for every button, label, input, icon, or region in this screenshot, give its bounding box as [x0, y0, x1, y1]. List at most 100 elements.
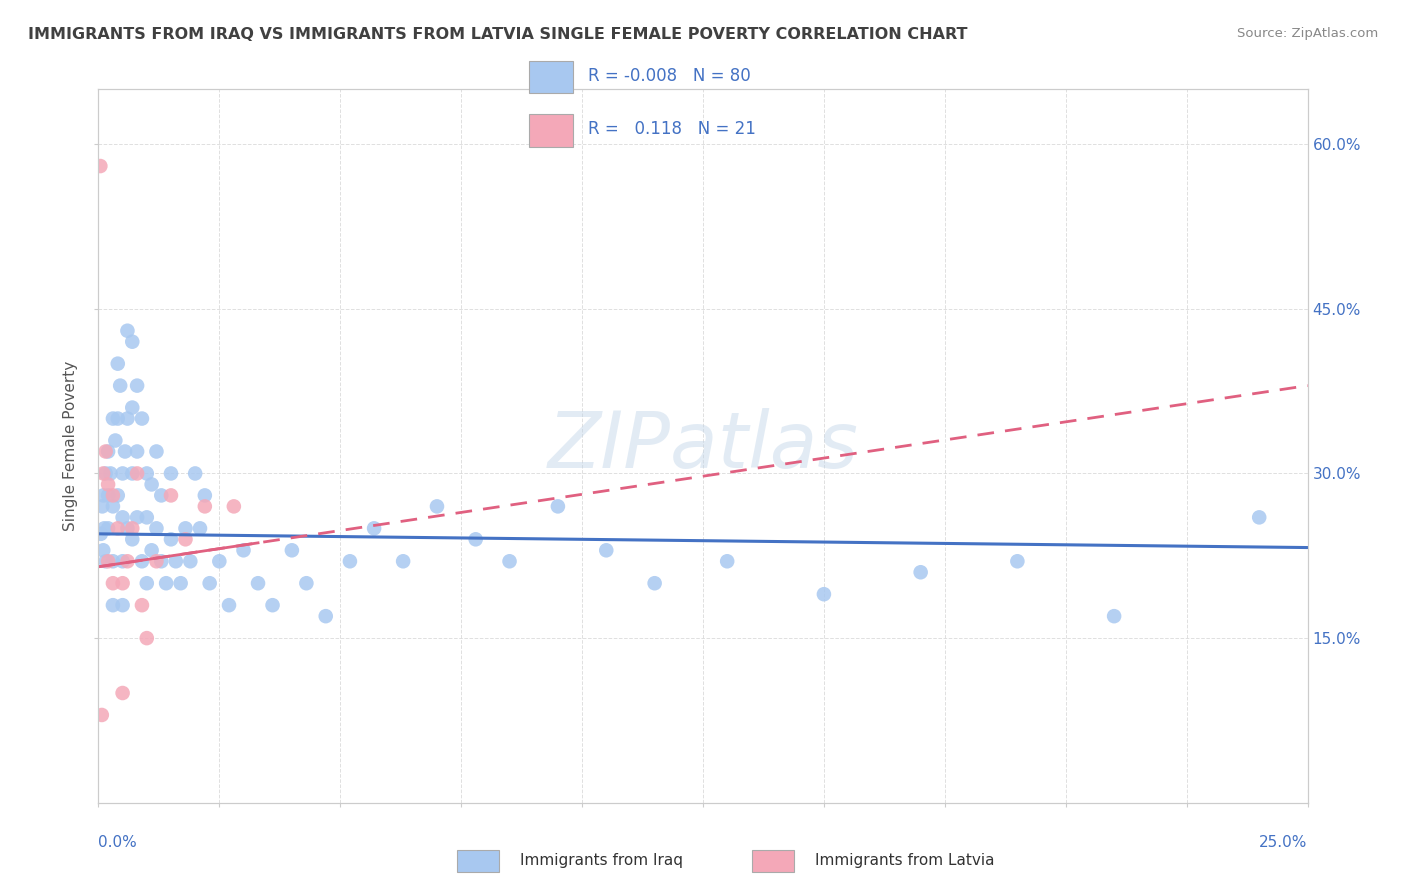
Point: [198, 576, 221, 591]
Point: [262, 598, 284, 612]
Point: [100, 467, 122, 481]
Point: [135, 631, 157, 645]
Point: [111, 598, 134, 612]
Text: IMMIGRANTS FROM IRAQ VS IMMIGRANTS FROM LATVIA SINGLE FEMALE POVERTY CORRELATION: IMMIGRANTS FROM IRAQ VS IMMIGRANTS FROM …: [28, 27, 967, 42]
Point: [716, 554, 738, 568]
Point: [94, 444, 117, 458]
Text: R = -0.008   N = 80: R = -0.008 N = 80: [588, 67, 751, 85]
Point: [94, 467, 117, 481]
Point: [121, 533, 143, 547]
Point: [1007, 554, 1029, 568]
Point: [208, 554, 231, 568]
Point: [169, 576, 191, 591]
Point: [363, 521, 385, 535]
Point: [117, 411, 139, 425]
Point: [160, 533, 183, 547]
Point: [111, 686, 134, 700]
Point: [107, 521, 129, 535]
Point: [117, 324, 139, 338]
Point: [155, 576, 177, 591]
Point: [141, 477, 163, 491]
Point: [595, 543, 617, 558]
Point: [127, 378, 149, 392]
Point: [131, 411, 153, 425]
Point: [117, 521, 139, 535]
Text: R =   0.118   N = 21: R = 0.118 N = 21: [588, 120, 756, 138]
Point: [127, 444, 149, 458]
Point: [91, 467, 114, 481]
Point: [426, 500, 449, 514]
Point: [218, 598, 240, 612]
Point: [101, 411, 124, 425]
Point: [179, 554, 201, 568]
Point: [315, 609, 337, 624]
Point: [121, 334, 143, 349]
Point: [222, 500, 245, 514]
Point: [114, 444, 136, 458]
Point: [127, 467, 149, 481]
Point: [247, 576, 270, 591]
Point: [1249, 510, 1271, 524]
Point: [121, 401, 143, 415]
Text: 25.0%: 25.0%: [1260, 835, 1308, 850]
Point: [910, 566, 932, 580]
Point: [498, 554, 520, 568]
Point: [121, 467, 143, 481]
Point: [135, 467, 157, 481]
Point: [104, 434, 127, 448]
Point: [464, 533, 486, 547]
Text: Immigrants from Iraq: Immigrants from Iraq: [520, 854, 683, 868]
Point: [94, 554, 117, 568]
Point: [547, 500, 569, 514]
Point: [188, 521, 211, 535]
Point: [108, 378, 131, 392]
Point: [111, 554, 134, 568]
Point: [165, 554, 187, 568]
Point: [90, 708, 112, 723]
Point: [174, 533, 197, 547]
Point: [93, 521, 115, 535]
Point: [97, 477, 120, 491]
Point: [194, 488, 217, 502]
Point: [101, 554, 124, 568]
Point: [91, 500, 114, 514]
Point: [97, 554, 120, 568]
Point: [97, 488, 120, 502]
Text: Source: ZipAtlas.com: Source: ZipAtlas.com: [1237, 27, 1378, 40]
Point: [97, 521, 120, 535]
Point: [91, 543, 114, 558]
Point: [145, 521, 167, 535]
Point: [107, 411, 129, 425]
Point: [1102, 609, 1125, 624]
Point: [131, 554, 153, 568]
Point: [135, 576, 157, 591]
Point: [339, 554, 361, 568]
Point: [392, 554, 415, 568]
Point: [101, 598, 124, 612]
Point: [131, 598, 153, 612]
Point: [145, 554, 167, 568]
Point: [232, 543, 254, 558]
Point: [121, 521, 143, 535]
Point: [107, 357, 129, 371]
Point: [91, 488, 114, 502]
Text: 0.0%: 0.0%: [98, 835, 138, 850]
Point: [97, 444, 120, 458]
Point: [101, 576, 124, 591]
FancyBboxPatch shape: [530, 61, 572, 94]
Point: [107, 488, 129, 502]
Text: ZIPatlas: ZIPatlas: [547, 408, 859, 484]
Point: [644, 576, 666, 591]
Point: [89, 159, 111, 173]
FancyBboxPatch shape: [752, 849, 794, 872]
Point: [111, 467, 134, 481]
Text: Immigrants from Latvia: Immigrants from Latvia: [815, 854, 995, 868]
Point: [295, 576, 318, 591]
Point: [194, 500, 217, 514]
Point: [174, 521, 197, 535]
Point: [813, 587, 835, 601]
Point: [111, 576, 134, 591]
Point: [160, 467, 183, 481]
Point: [184, 467, 207, 481]
Point: [281, 543, 304, 558]
